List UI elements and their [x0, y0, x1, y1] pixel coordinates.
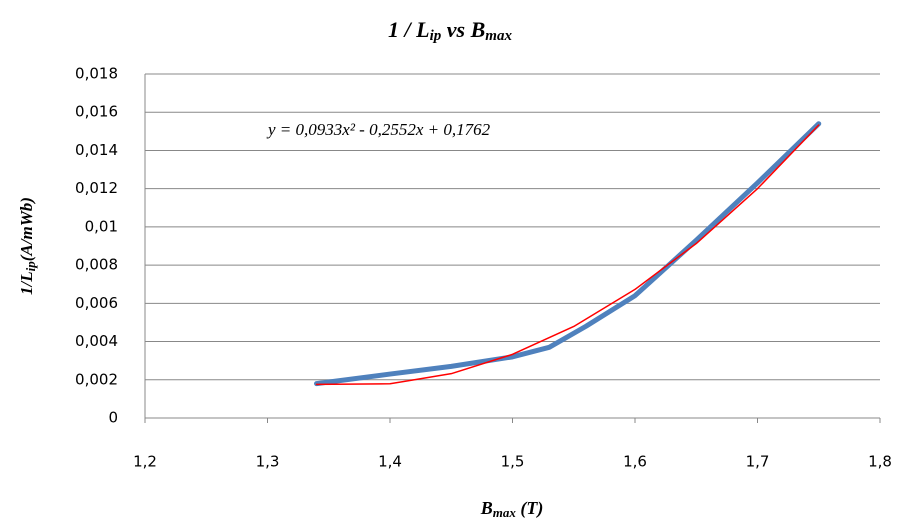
y-tick-label: 0,004 — [75, 332, 118, 350]
x-tick-label: 1,7 — [746, 453, 770, 471]
y-tick-label: 0,018 — [75, 65, 118, 83]
y-tick-label: 0,006 — [75, 294, 118, 312]
x-tick-label: 1,3 — [256, 453, 280, 471]
x-axis-label: Bmax (T) — [480, 498, 544, 520]
y-tick-label: 0,01 — [85, 217, 118, 235]
x-tick-label: 1,5 — [501, 453, 525, 471]
line — [314, 121, 822, 387]
x-tick-label: 1,6 — [623, 453, 647, 471]
y-tick-label: 0,002 — [75, 370, 118, 388]
y-axis-label: 1/Lip(A/mWb) — [17, 197, 38, 295]
annotation: y = 0,0933x² - 0,2552x + 0,1762 — [266, 120, 491, 139]
line — [315, 124, 820, 386]
y-tick-label: 0,012 — [75, 179, 118, 197]
y-tick-label: 0,008 — [75, 256, 118, 274]
chart-title: 1 / Lip vs Bmax — [388, 17, 512, 44]
y-tick-label: 0,014 — [75, 141, 118, 159]
y-tick-label: 0 — [108, 409, 118, 427]
y-tick-label: 0,016 — [75, 103, 118, 121]
x-tick-label: 1,8 — [868, 453, 892, 471]
x-tick-label: 1,4 — [378, 453, 402, 471]
x-tick-label: 1,2 — [133, 453, 157, 471]
